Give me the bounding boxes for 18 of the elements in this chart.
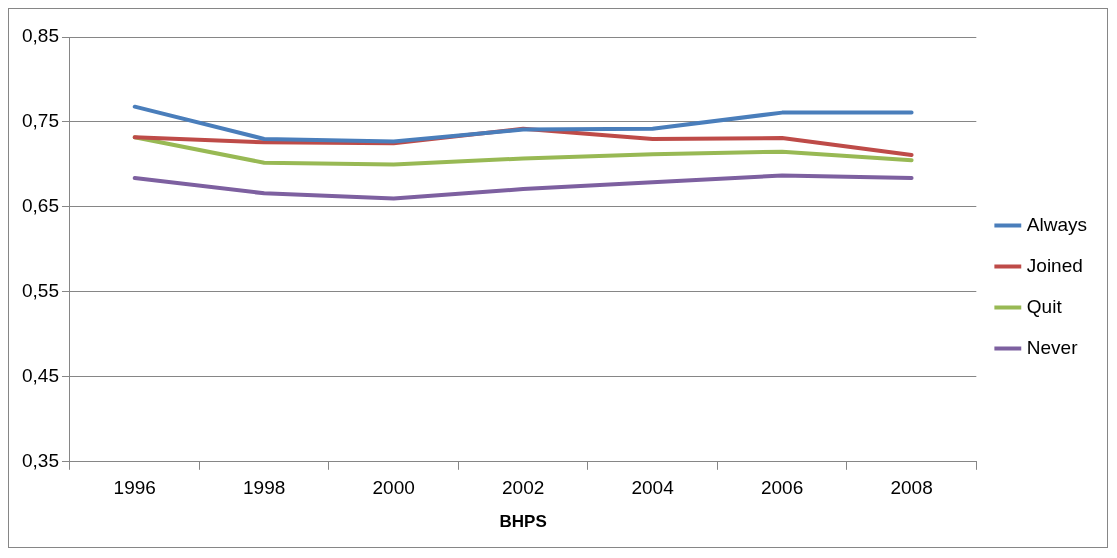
legend-label: Never bbox=[1026, 336, 1079, 358]
y-tick-label: 0,45 bbox=[22, 365, 59, 387]
y-tick-label: 0,65 bbox=[22, 195, 59, 217]
y-tick-label: 0,85 bbox=[22, 25, 59, 47]
y-tick-label: 0,55 bbox=[22, 280, 59, 302]
x-tick-label: 2006 bbox=[760, 477, 804, 499]
legend-label: Quit bbox=[1026, 295, 1063, 317]
x-axis-title: BHPS bbox=[499, 512, 547, 532]
y-tick-label: 0,75 bbox=[22, 110, 59, 132]
legend-label: Joined bbox=[1026, 254, 1083, 276]
x-tick-label: 2008 bbox=[890, 477, 933, 499]
x-tick-label: 1996 bbox=[113, 477, 156, 499]
legend-label: Always bbox=[1026, 213, 1088, 235]
y-tick-label: 0,35 bbox=[22, 450, 59, 472]
x-tick-label: 2000 bbox=[372, 477, 415, 499]
x-tick-label: 1998 bbox=[243, 477, 286, 499]
x-tick-label: 2004 bbox=[631, 477, 675, 499]
x-tick-label: 2002 bbox=[502, 477, 545, 499]
